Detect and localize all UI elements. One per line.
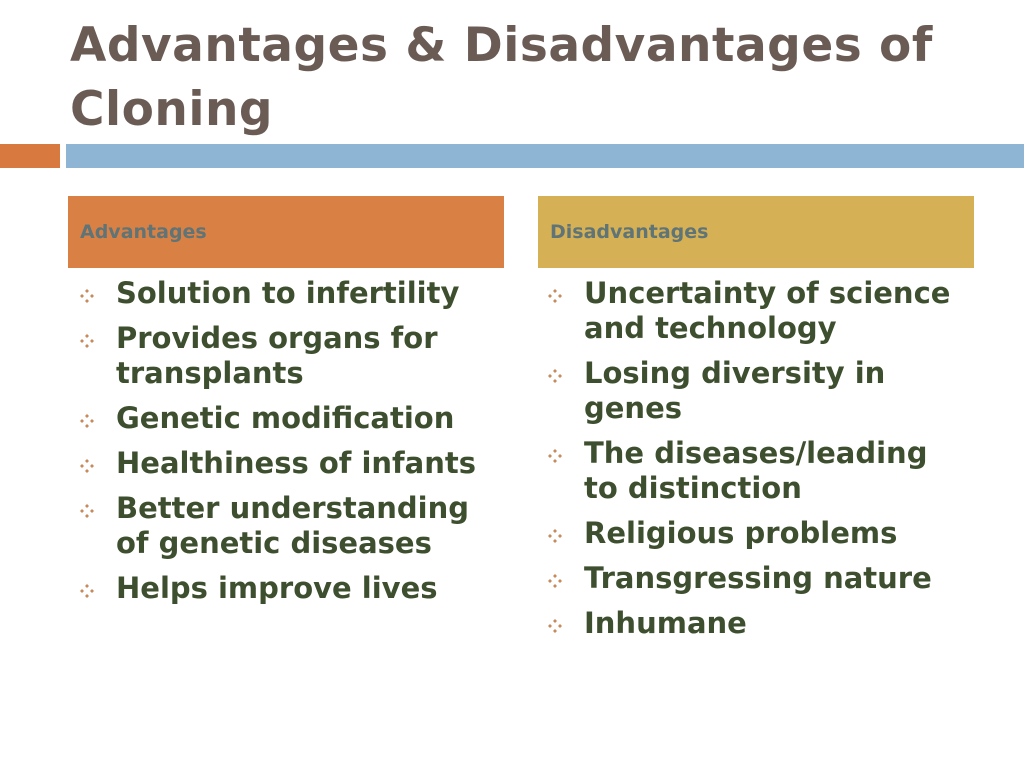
disadvantage-text: Transgressing nature: [584, 561, 932, 595]
list-item: Genetic modification: [80, 401, 510, 436]
list-item: Losing diversity in genes: [548, 356, 968, 426]
advantages-header: Advantages: [68, 196, 504, 268]
bullet-icon: [548, 529, 562, 543]
advantage-text: Helps improve lives: [116, 571, 438, 605]
advantages-list: Solution to infertility Provides organs …: [80, 276, 510, 616]
advantage-text: Better understanding of genetic diseases: [116, 491, 470, 560]
disadvantages-header-label: Disadvantages: [550, 221, 709, 243]
list-item: Solution to infertility: [80, 276, 510, 311]
list-item: Healthiness of infants: [80, 446, 510, 481]
bullet-icon: [80, 459, 94, 473]
bullet-icon: [80, 334, 94, 348]
bullet-icon: [548, 369, 562, 383]
bullet-icon: [548, 449, 562, 463]
bullet-icon: [548, 574, 562, 588]
disadvantage-text: Uncertainty of science and technology: [584, 276, 951, 345]
list-item: Uncertainty of science and technology: [548, 276, 968, 346]
bullet-icon: [80, 289, 94, 303]
disadvantages-header: Disadvantages: [538, 196, 974, 268]
advantage-text: Provides organs for transplants: [116, 321, 438, 390]
bullet-icon: [548, 619, 562, 633]
list-item: Transgressing nature: [548, 561, 968, 596]
bullet-icon: [80, 504, 94, 518]
list-item: The diseases/leading to distinction: [548, 436, 968, 506]
advantage-text: Solution to infertility: [116, 276, 460, 310]
advantages-header-label: Advantages: [80, 221, 207, 243]
disadvantage-text: Losing diversity in genes: [584, 356, 886, 425]
disadvantage-text: The diseases/leading to distinction: [584, 436, 928, 505]
disadvantage-text: Religious problems: [584, 516, 898, 550]
title-accent-bar-blue: [66, 144, 1024, 168]
advantage-text: Genetic modification: [116, 401, 455, 435]
title-accent-bar-orange: [0, 144, 60, 168]
disadvantages-list: Uncertainty of science and technology Lo…: [548, 276, 968, 651]
bullet-icon: [548, 289, 562, 303]
list-item: Better understanding of genetic diseases: [80, 491, 510, 561]
list-item: Inhumane: [548, 606, 968, 641]
advantage-text: Healthiness of infants: [116, 446, 477, 480]
list-item: Religious problems: [548, 516, 968, 551]
disadvantage-text: Inhumane: [584, 606, 747, 640]
bullet-icon: [80, 584, 94, 598]
list-item: Helps improve lives: [80, 571, 510, 606]
bullet-icon: [80, 414, 94, 428]
list-item: Provides organs for transplants: [80, 321, 510, 391]
slide-title: Advantages & Disadvantages of Cloning: [70, 18, 933, 137]
